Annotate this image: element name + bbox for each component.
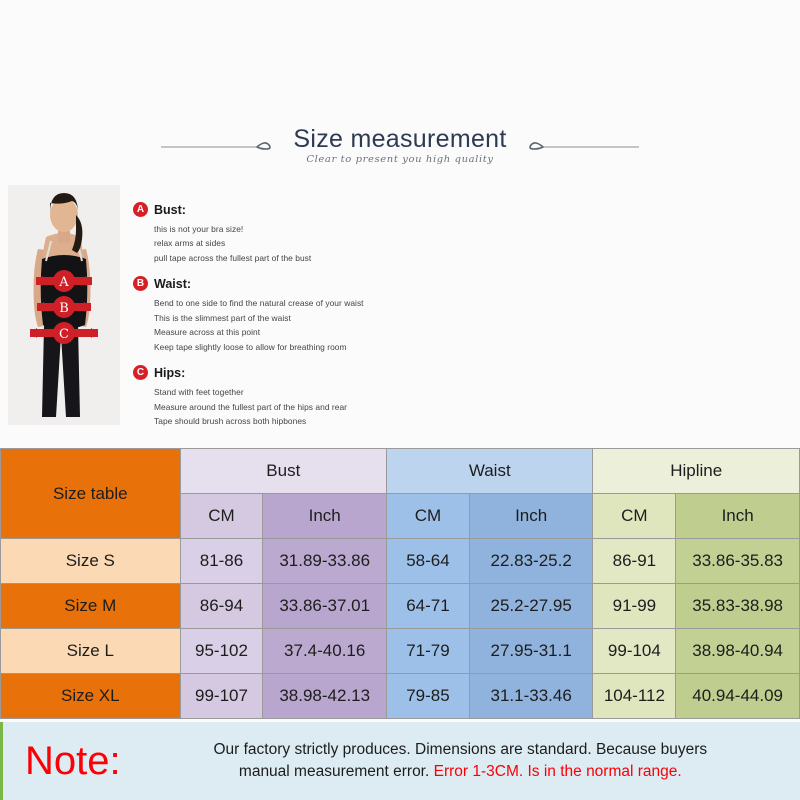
row-size-label: Size S (0, 538, 181, 584)
instruction-lines: this is not your bra size! relax arms at… (133, 222, 463, 265)
cell-waist-cm: 79-85 (386, 673, 470, 719)
instruction-title: Waist: (154, 276, 192, 291)
instruction-heading: B Waist: (133, 276, 463, 292)
unit-header-waist-inch: Inch (468, 493, 594, 539)
instruction-lines: Bend to one side to find the natural cre… (133, 296, 463, 354)
cell-bust-inch: 38.98-42.13 (262, 673, 388, 719)
instruction-line: this is not your bra size! (154, 224, 244, 234)
unit-header-bust-inch: Inch (262, 493, 388, 539)
instruction-lines: Stand with feet together Measure around … (133, 385, 463, 428)
cell-hip-cm: 104-112 (592, 673, 677, 719)
row-size-label: Size XL (0, 673, 181, 719)
cell-bust-cm: 95-102 (179, 628, 264, 674)
title-text: Size measurement Clear to present you hi… (281, 126, 518, 165)
cell-bust-inch: 37.4-40.16 (262, 628, 388, 674)
cell-waist-inch: 27.95-31.1 (468, 628, 594, 674)
cell-bust-cm: 81-86 (179, 538, 264, 584)
cell-waist-cm: 64-71 (386, 583, 470, 629)
note-body: Our factory strictly produces. Dimension… (139, 739, 800, 784)
size-table-corner-label: Size table (0, 448, 181, 539)
badge-c-icon: C (133, 365, 148, 381)
cell-hip-inch: 35.83-38.98 (675, 583, 800, 629)
table-header-row-groups: Size table Bust Waist Hipline (0, 448, 800, 539)
cell-bust-inch: 33.86-37.01 (262, 583, 388, 629)
instruction-heading: C Hips: (133, 365, 463, 381)
svg-text:A: A (58, 275, 69, 290)
instruction-title: Hips: (154, 365, 186, 380)
page-title: Size measurement (293, 125, 507, 153)
table-row: Size L 95-102 37.4-40.16 71-79 27.95-31.… (0, 628, 800, 674)
instruction-group-waist: B Waist: Bend to one side to find the na… (133, 276, 463, 354)
band-c: C (30, 322, 98, 344)
table-row: Size S 81-86 31.89-33.86 58-64 22.83-25.… (0, 538, 800, 584)
page-header: Size measurement Clear to present you hi… (0, 126, 800, 165)
unit-header-hip-cm: CM (592, 493, 677, 539)
group-header-hipline: Hipline (592, 448, 800, 494)
table-header-row-units: CM Inch CM Inch CM Inch (1, 493, 800, 539)
row-size-label: Size L (0, 628, 181, 674)
note-line-1: Our factory strictly produces. Dimension… (213, 740, 708, 758)
instruction-line: Keep tape slightly loose to allow for br… (154, 341, 347, 352)
instruction-line: Measure around the fullest part of the h… (154, 401, 348, 412)
title-row: Size measurement Clear to present you hi… (0, 126, 800, 165)
instruction-line: Tape should brush across both hipbones (154, 416, 307, 427)
cell-bust-inch: 31.89-33.86 (262, 538, 388, 584)
unit-header-waist-cm: CM (386, 493, 470, 539)
band-a: A (36, 270, 92, 292)
cell-waist-inch: 25.2-27.95 (468, 583, 594, 629)
instruction-group-hips: C Hips: Stand with feet together Measure… (133, 365, 463, 428)
unit-header-hip-inch: Inch (675, 493, 800, 539)
table-row: Size M 86-94 33.86-37.01 64-71 25.2-27.9… (0, 583, 800, 629)
cell-hip-inch: 40.94-44.09 (675, 673, 800, 719)
group-header-bust: Bust (179, 448, 388, 494)
badge-b-icon: B (133, 276, 148, 292)
cell-hip-cm: 99-104 (592, 628, 677, 674)
instruction-title: Bust: (154, 202, 186, 217)
page-subtitle: Clear to present you high quality (306, 154, 494, 165)
svg-text:C: C (59, 327, 69, 342)
cell-waist-inch: 22.83-25.2 (468, 538, 594, 584)
cell-hip-cm: 91-99 (592, 583, 677, 629)
unit-header-bust-cm: CM (179, 493, 264, 539)
instruction-line: Stand with feet together (154, 387, 244, 398)
row-size-label: Size M (0, 583, 181, 629)
instruction-heading: A Bust: (133, 202, 463, 217)
note-label: Note: (25, 739, 121, 783)
instruction-group-bust: A Bust: this is not your bra size! relax… (133, 202, 463, 265)
cell-waist-inch: 31.1-33.46 (468, 673, 594, 719)
cell-hip-inch: 33.86-35.83 (675, 538, 800, 584)
cell-waist-cm: 58-64 (386, 538, 470, 584)
group-header-waist: Waist (386, 448, 594, 494)
svg-text:B: B (59, 301, 69, 316)
note-banner: Note: Our factory strictly produces. Dim… (0, 722, 800, 800)
table-row: Size XL 99-107 38.98-42.13 79-85 31.1-33… (0, 673, 800, 719)
size-table: Size table Bust Waist Hipline CM Inch CM… (0, 448, 800, 719)
instruction-line: Bend to one side to find the natural cre… (154, 298, 364, 309)
cell-hip-cm: 86-91 (592, 538, 677, 584)
measurement-instructions: A Bust: this is not your bra size! relax… (133, 202, 463, 440)
note-line-2: manual measurement error. Error 1-3CM. I… (139, 761, 782, 783)
note-line-2-black: manual measurement error. (238, 763, 434, 780)
flourish-left-icon (161, 134, 281, 158)
band-b: B (37, 296, 91, 318)
model-photo: A B C (8, 185, 120, 425)
instruction-line: relax arms at sides (154, 238, 226, 249)
flourish-right-icon (519, 134, 639, 158)
instruction-line: This is the slimmest part of the waist (154, 312, 291, 323)
cell-bust-cm: 86-94 (179, 583, 264, 629)
instruction-line: Measure across at this point (154, 327, 261, 338)
badge-a-icon: A (133, 202, 148, 217)
cell-bust-cm: 99-107 (179, 673, 264, 719)
note-line-2-red: Error 1-3CM. Is in the normal range. (433, 763, 682, 780)
cell-hip-inch: 38.98-40.94 (675, 628, 800, 674)
cell-waist-cm: 71-79 (386, 628, 470, 674)
instruction-line: pull tape across the fullest part of the… (154, 252, 312, 263)
